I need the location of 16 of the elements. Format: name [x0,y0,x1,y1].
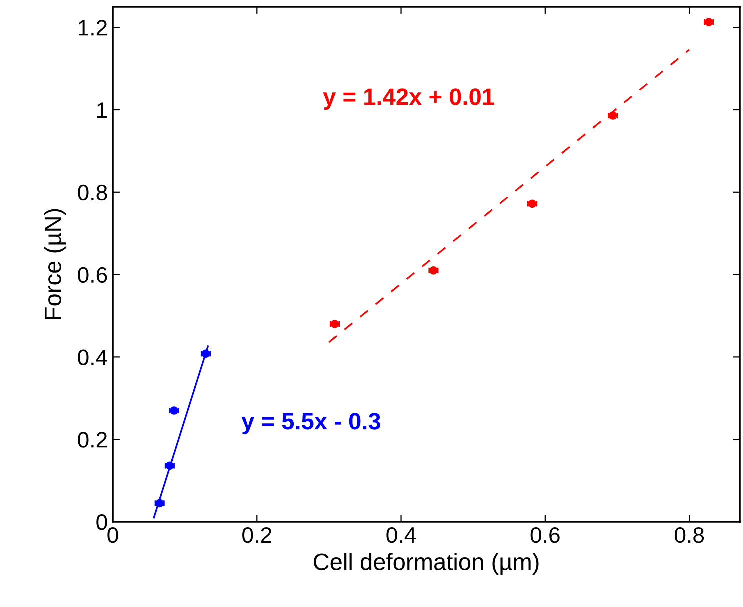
annotation: y = 1.42x + 0.01 [323,88,494,110]
y-tick-label: 0.2 [78,432,108,448]
x-tick-label: 0.6 [530,527,560,544]
annotation: y = 5.5x - 0.3 [242,413,380,434]
x-tick-label: 0.4 [386,527,416,544]
y-tick-label: 0.6 [78,267,108,284]
y-axis-title: Force (µN) [44,209,66,320]
x-tick-label: 0.2 [242,527,272,544]
y-tick-label: 0.4 [78,350,108,366]
x-tick-label: 0 [108,527,118,544]
x-axis-title: Cell deformation (µm) [314,553,539,576]
y-tick-label: 1.2 [78,20,108,36]
y-tick-label: 0.8 [78,184,108,201]
y-tick-label: 1 [97,102,108,118]
x-tick-label: 0.8 [674,527,704,544]
y-tick-label: 0 [96,514,108,530]
